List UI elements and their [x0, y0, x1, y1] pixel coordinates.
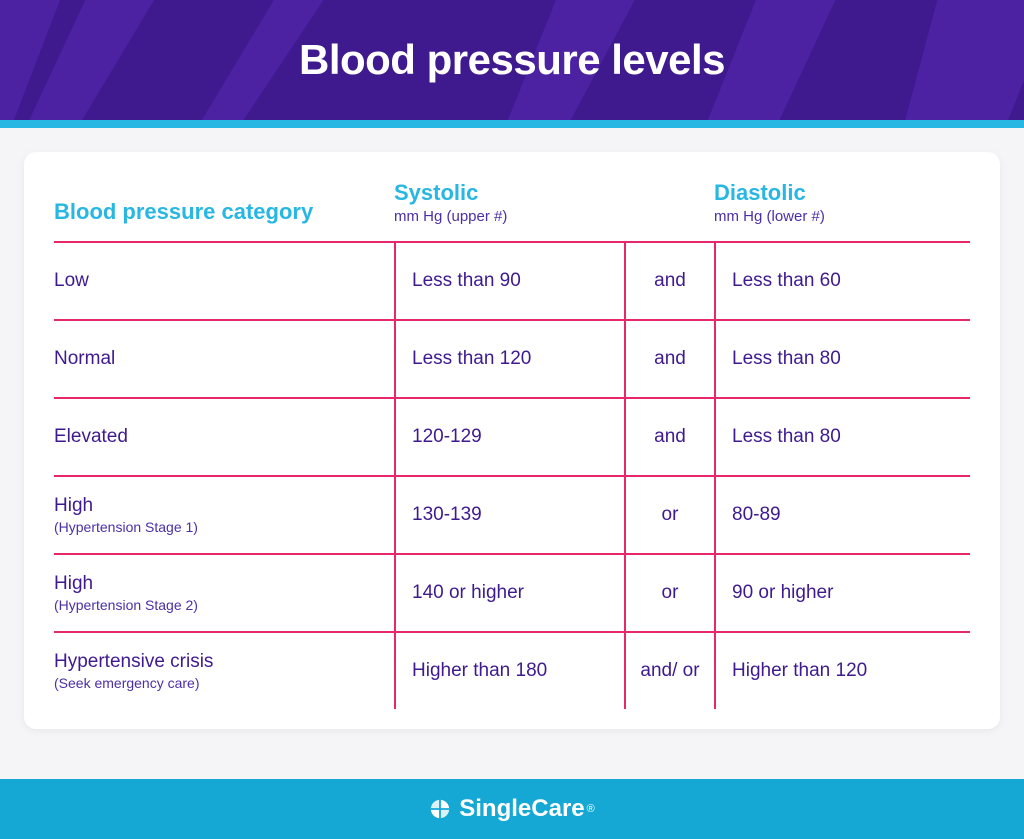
- table-row: High (Hypertension Stage 1) 130-139 or 8…: [54, 475, 970, 553]
- col-header-sub: mm Hg (upper #): [394, 208, 624, 225]
- category-sub: (Seek emergency care): [54, 675, 378, 691]
- category-sub: (Hypertension Stage 2): [54, 597, 378, 613]
- cell-systolic: Higher than 180: [394, 633, 624, 709]
- cell-category: High (Hypertension Stage 2): [54, 555, 394, 631]
- cell-diastolic: Less than 80: [714, 399, 970, 475]
- cell-category: High (Hypertension Stage 1): [54, 477, 394, 553]
- cell-category: Normal: [54, 321, 394, 397]
- category-label: Low: [54, 270, 378, 292]
- cell-connector: and: [624, 321, 714, 397]
- col-header-diastolic: Diastolic mm Hg (lower #): [714, 180, 970, 225]
- col-header-sub: mm Hg (lower #): [714, 208, 970, 225]
- category-sub: (Hypertension Stage 1): [54, 519, 378, 535]
- table-row: Hypertensive crisis (Seek emergency care…: [54, 631, 970, 709]
- cell-connector: and/ or: [624, 633, 714, 709]
- content-wrapper: Blood pressure category Systolic mm Hg (…: [0, 128, 1024, 753]
- cell-category: Low: [54, 243, 394, 319]
- table-row: High (Hypertension Stage 2) 140 or highe…: [54, 553, 970, 631]
- cell-systolic: 120-129: [394, 399, 624, 475]
- cell-diastolic: 80-89: [714, 477, 970, 553]
- cell-systolic: 140 or higher: [394, 555, 624, 631]
- cell-connector: or: [624, 477, 714, 553]
- col-header-label: Diastolic: [714, 180, 970, 206]
- category-label: Normal: [54, 348, 378, 370]
- brand-text: SingleCare: [459, 795, 584, 823]
- col-header-label: Systolic: [394, 180, 624, 206]
- registered-mark: ®: [587, 803, 595, 815]
- cell-systolic: Less than 120: [394, 321, 624, 397]
- table-body: Low Less than 90 and Less than 60 Normal…: [54, 241, 970, 709]
- category-label: Hypertensive crisis: [54, 651, 378, 673]
- brand-name: SingleCare®: [459, 795, 595, 823]
- cell-systolic: 130-139: [394, 477, 624, 553]
- col-header-category: Blood pressure category: [54, 199, 394, 225]
- cell-connector: and: [624, 243, 714, 319]
- cell-connector: and: [624, 399, 714, 475]
- table-row: Low Less than 90 and Less than 60: [54, 241, 970, 319]
- category-label: Elevated: [54, 426, 378, 448]
- category-label: High: [54, 495, 378, 517]
- brand-logo-icon: [429, 798, 451, 820]
- bp-table: Blood pressure category Systolic mm Hg (…: [24, 152, 1000, 729]
- cell-category: Hypertensive crisis (Seek emergency care…: [54, 633, 394, 709]
- table-header-row: Blood pressure category Systolic mm Hg (…: [54, 180, 970, 241]
- category-label: High: [54, 573, 378, 595]
- col-header-systolic: Systolic mm Hg (upper #): [394, 180, 624, 225]
- cell-diastolic: Less than 60: [714, 243, 970, 319]
- cell-systolic: Less than 90: [394, 243, 624, 319]
- table-row: Elevated 120-129 and Less than 80: [54, 397, 970, 475]
- cell-diastolic: Higher than 120: [714, 633, 970, 709]
- accent-strip: [0, 120, 1024, 128]
- table-row: Normal Less than 120 and Less than 80: [54, 319, 970, 397]
- cell-diastolic: 90 or higher: [714, 555, 970, 631]
- cell-connector: or: [624, 555, 714, 631]
- cell-diastolic: Less than 80: [714, 321, 970, 397]
- page-title: Blood pressure levels: [299, 36, 725, 84]
- footer-bar: SingleCare®: [0, 779, 1024, 839]
- col-header-label: Blood pressure category: [54, 199, 394, 225]
- cell-category: Elevated: [54, 399, 394, 475]
- header-banner: Blood pressure levels: [0, 0, 1024, 120]
